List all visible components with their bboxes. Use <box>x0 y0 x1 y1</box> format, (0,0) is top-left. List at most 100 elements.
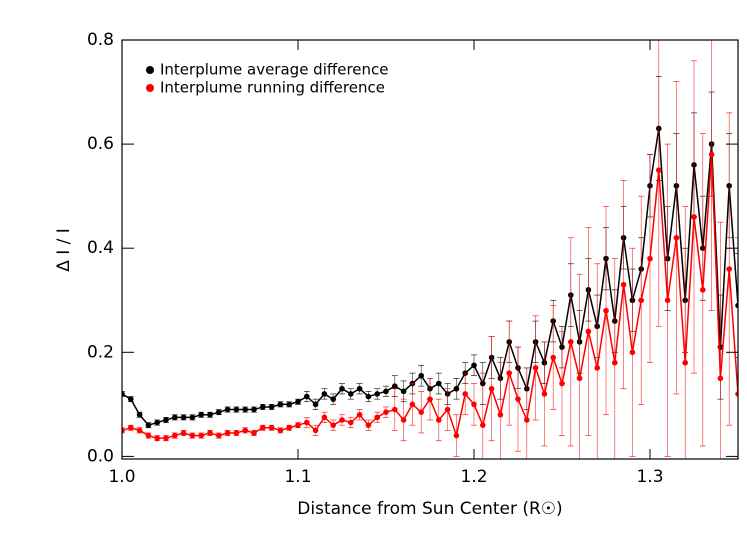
legend-label: Interplume running difference <box>160 79 385 97</box>
data-point <box>128 396 134 402</box>
data-point <box>550 354 556 361</box>
data-point <box>251 430 257 436</box>
data-point <box>339 417 345 423</box>
data-point <box>392 406 398 413</box>
data-point <box>480 422 486 428</box>
data-point <box>629 349 636 356</box>
data-point <box>594 365 600 371</box>
data-point <box>383 409 389 415</box>
data-point <box>312 401 319 408</box>
data-point <box>216 409 222 415</box>
data-point <box>163 435 169 441</box>
data-point <box>207 411 213 418</box>
data-point <box>356 411 363 418</box>
data-point <box>462 391 469 397</box>
data-point <box>436 380 442 387</box>
data-point <box>198 432 204 439</box>
data-point <box>700 287 706 293</box>
y-tick-label: 0.8 <box>87 30 114 50</box>
data-point <box>453 432 460 439</box>
x-tick-label: 1.3 <box>636 467 663 487</box>
data-point <box>400 417 407 423</box>
data-point <box>268 424 275 431</box>
data-point <box>524 417 530 423</box>
y-tick-label: 0.0 <box>87 446 114 466</box>
data-point <box>277 427 284 434</box>
data-point <box>656 167 662 173</box>
data-point <box>154 435 160 441</box>
data-point <box>154 419 160 426</box>
data-point <box>233 430 240 436</box>
data-point <box>348 419 354 426</box>
data-point <box>497 411 504 418</box>
data-point <box>409 401 416 408</box>
data-point <box>383 388 389 395</box>
data-point <box>180 430 187 436</box>
data-point <box>418 372 425 379</box>
y-tick-label: 0.4 <box>87 238 114 258</box>
legend-marker <box>146 84 154 92</box>
data-point <box>541 391 548 397</box>
data-point <box>321 391 328 397</box>
data-point <box>735 302 738 309</box>
data-point <box>122 391 125 397</box>
data-point <box>515 396 521 402</box>
data-point <box>356 385 363 392</box>
data-point <box>576 375 583 382</box>
legend-label: Interplume average difference <box>160 61 389 79</box>
data-point <box>374 414 381 421</box>
data-point <box>312 427 319 434</box>
data-point <box>427 396 433 402</box>
data-point <box>647 255 653 262</box>
data-point <box>664 297 671 304</box>
data-point <box>365 422 372 428</box>
data-point <box>612 359 618 366</box>
data-point <box>673 234 680 241</box>
y-tick-label: 0.2 <box>87 342 114 362</box>
data-point <box>471 362 477 369</box>
data-point <box>128 424 134 431</box>
data-point <box>163 417 169 423</box>
data-point <box>122 427 125 434</box>
axes-frame <box>121 39 739 460</box>
data-point <box>603 307 609 314</box>
data-point <box>172 432 178 439</box>
data-point <box>488 385 495 392</box>
data-point <box>585 328 592 335</box>
x-tick-label: 1.0 <box>108 467 135 487</box>
data-point <box>242 427 248 434</box>
data-point <box>277 401 284 408</box>
data-point <box>374 391 381 397</box>
data-point <box>365 393 372 400</box>
data-point <box>532 365 539 371</box>
data-point <box>233 406 240 413</box>
y-axis-label: Δ I / I <box>54 228 74 272</box>
data-point <box>568 339 574 345</box>
data-point <box>260 404 266 410</box>
x-tick-label: 1.2 <box>460 467 487 487</box>
data-point <box>268 404 275 410</box>
data-point <box>251 406 257 413</box>
data-point <box>136 411 143 418</box>
data-point <box>418 409 425 415</box>
data-point <box>436 417 442 423</box>
data-point <box>224 406 231 413</box>
data-point <box>339 385 345 392</box>
x-tick-label: 1.1 <box>284 467 311 487</box>
data-point <box>286 424 293 431</box>
legend-marker <box>146 66 154 74</box>
data-point <box>638 297 644 304</box>
data-point <box>321 414 328 421</box>
data-point <box>198 411 204 418</box>
data-point <box>691 214 697 220</box>
data-point <box>682 359 688 366</box>
data-point <box>207 430 213 436</box>
data-point <box>400 388 407 395</box>
data-point <box>295 422 301 428</box>
data-point <box>717 375 724 382</box>
data-point <box>216 432 222 439</box>
data-point <box>136 427 143 434</box>
data-point <box>330 422 337 428</box>
data-point <box>189 414 196 421</box>
